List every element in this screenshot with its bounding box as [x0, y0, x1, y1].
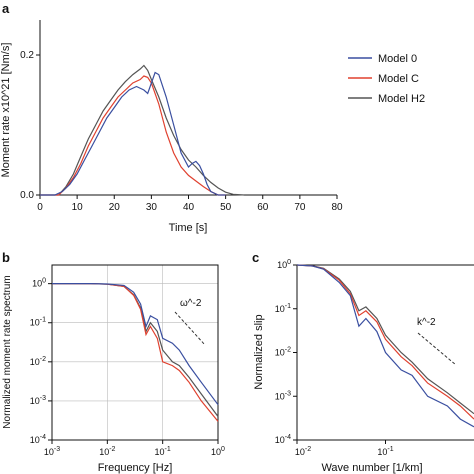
panel-a-series-model-c: [40, 75, 226, 196]
panel-b-label: b: [2, 250, 10, 265]
panel-b-x-tick-label: 10-1: [155, 446, 171, 457]
panel-b-frame: [51, 264, 219, 441]
panel-a-axes: 0 10 20 30 40 50 60 70 80 0.0 0.2: [20, 20, 343, 213]
panel-b-y-tick-label: 10-3: [30, 395, 46, 406]
panel-a-series-model-0: [40, 71, 226, 196]
panel-a-x-tick-label: 20: [109, 202, 121, 213]
panel-a-series-group: [40, 64, 245, 196]
panel-c-series-group: [296, 264, 474, 428]
panel-c-y-tick-label: 10-2: [275, 347, 291, 358]
legend-label-model-h2: Model H2: [378, 93, 425, 105]
panel-c-axes: 10-2 10-1 10-4 10-3 10-2 10-1 100: [275, 259, 474, 457]
panel-c-label: c: [252, 250, 259, 265]
panel-a-series-model-h2: [40, 64, 245, 196]
panel-a-x-tick-label: 50: [220, 202, 232, 213]
panel-b-y-tick-label: 10-4: [30, 434, 46, 445]
panel-c-y-tick-label: 10-3: [275, 390, 291, 401]
panel-b-annotation: ω^-2: [180, 298, 202, 309]
panel-b-x-axis-title: Frequency [Hz]: [98, 462, 173, 474]
panel-c-x-tick-label: 10-1: [377, 446, 393, 457]
panel-c-slope-guide: [417, 332, 457, 366]
panel-b-series-model-0: [52, 283, 219, 406]
panel-c-y-tick-label: 10-4: [275, 434, 291, 445]
legend-label-model-0: Model 0: [378, 53, 417, 65]
panel-a-x-tick-label: 40: [183, 202, 195, 213]
panel-a-x-tick-label: 10: [72, 202, 84, 213]
panel-a-x-axis-title: Time [s]: [169, 222, 208, 234]
panel-b-x-tick-label: 10-3: [44, 446, 60, 457]
panel-c-chart: c Normalized slip Wave number [1/km] 10-…: [252, 250, 474, 474]
panel-b-slope-guide: [174, 311, 206, 346]
panel-a-y-tick-label: 0.0: [20, 190, 34, 201]
panel-a-x-tick-label: 70: [294, 202, 306, 213]
panel-b-x-tick-label: 100: [211, 446, 225, 457]
panel-c-series-model-h2: [296, 264, 474, 415]
panel-a-x-tick-label: 60: [257, 202, 269, 213]
panel-a-chart: a Moment rate x10^21 [Nm/s] Time [s] 0 10…: [0, 1, 425, 234]
panel-c-y-axis-title: Normalized slip: [253, 314, 265, 389]
panel-a-x-tick-label: 30: [146, 202, 158, 213]
panel-a-y-axis-title: Moment rate x10^21 [Nm/s]: [0, 43, 12, 178]
panel-a-legend: Model 0 Model C Model H2: [348, 53, 425, 105]
legend-label-model-c: Model C: [378, 73, 419, 85]
panel-b-y-tick-label: 100: [32, 278, 46, 289]
panel-c-y-tick-label: 10-1: [275, 303, 291, 314]
panel-b-series-group: [52, 283, 219, 422]
panel-b-grid: [51, 265, 219, 441]
panel-b-y-axis-title: Normalized moment rate spectrum: [2, 275, 13, 428]
panel-b-y-tick-label: 10-2: [30, 356, 46, 367]
panel-a-label: a: [2, 1, 10, 16]
panel-c-x-tick-label: 10-2: [295, 446, 311, 457]
panel-c-series-model-c: [296, 264, 474, 420]
panel-c-y-tick-label: 100: [277, 259, 291, 270]
panel-b-chart: b Normalized moment rate spectrum Freque…: [2, 250, 225, 474]
panel-c-series-model-0: [296, 264, 474, 428]
panel-c-annotation: k^-2: [417, 317, 436, 328]
panel-c-x-axis-title: Wave number [1/km]: [321, 462, 422, 474]
panel-b-x-tick-label: 10-2: [99, 446, 115, 457]
panel-a-x-tick-label: 0: [37, 202, 43, 213]
panel-a-y-tick-label: 0.2: [20, 50, 34, 61]
panel-a-x-tick-label: 80: [331, 202, 343, 213]
panel-b-y-tick-label: 10-1: [30, 317, 46, 328]
